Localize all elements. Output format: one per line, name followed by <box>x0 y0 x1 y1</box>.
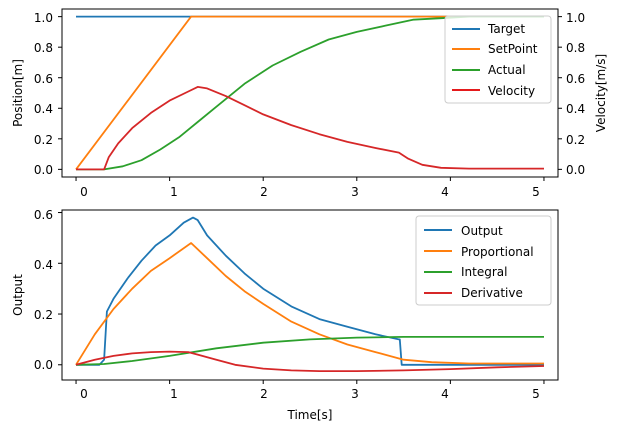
y2tick-label: 0.0 <box>566 163 585 177</box>
legend-frame <box>444 15 552 104</box>
ytick-label: 0.4 <box>34 102 53 116</box>
x-axis-label: Time[s] <box>287 408 333 422</box>
legend-label: SetPoint <box>488 42 538 56</box>
y2tick-label: 0.6 <box>566 72 585 86</box>
y2tick-label: 0.2 <box>566 133 585 147</box>
xtick-label: 0 <box>80 387 88 401</box>
ytick-label: 0.0 <box>34 358 53 372</box>
ytick-label: 0.4 <box>34 258 53 272</box>
xtick-label: 4 <box>441 185 449 199</box>
axes-frame <box>61 8 559 178</box>
ytick-label: 0.2 <box>34 133 53 147</box>
ytick-label: 0.6 <box>34 208 53 222</box>
position-velocity-panel: 0 1 2 3 4 5 0.0 0.2 0.4 0.6 0.8 1.0 0.0 … <box>11 8 608 199</box>
xtick-label: 3 <box>351 185 359 199</box>
ytick-label: 0.8 <box>34 41 53 55</box>
y2tick-label: 0.8 <box>566 41 585 55</box>
legend-frame <box>415 215 552 306</box>
series-line-integral <box>75 335 544 366</box>
xtick-label: 2 <box>260 185 268 199</box>
legend-label: Proportional <box>461 245 534 259</box>
y-axis-label: Output <box>11 274 25 316</box>
xtick-label: 1 <box>170 185 178 199</box>
xtick-label: 2 <box>260 387 268 401</box>
legend: Output Proportional Integral Derivative <box>415 215 552 306</box>
y2tick-label: 1.0 <box>566 11 585 25</box>
xtick-label: 3 <box>351 387 359 401</box>
legend-label: Output <box>461 224 503 238</box>
series-line-actual <box>76 15 544 171</box>
y-axis-label: Position[m] <box>11 59 25 127</box>
legend-label: Derivative <box>461 286 523 300</box>
plot-lines <box>75 216 545 373</box>
controller-output-panel: 0 1 2 3 4 5 0.0 0.2 0.4 0.6 Output Time[… <box>11 208 559 422</box>
series-line-output <box>76 216 544 366</box>
xtick-label: 1 <box>170 387 178 401</box>
series-line-velocity <box>76 86 544 171</box>
axes-frame <box>61 209 559 381</box>
legend-label: Integral <box>461 265 507 279</box>
y2-axis-label: Velocity[m/s] <box>594 54 608 132</box>
xtick-label: 0 <box>80 185 88 199</box>
y2tick-label: 0.4 <box>566 102 585 116</box>
xtick-label: 5 <box>532 387 540 401</box>
legend-label: Target <box>487 22 525 36</box>
legend-label: Velocity <box>488 84 535 98</box>
series-line-derivative <box>75 350 545 373</box>
xtick-label: 4 <box>441 387 449 401</box>
series-line-setpoint <box>75 15 544 170</box>
ytick-label: 0.6 <box>34 72 53 86</box>
tick-marks <box>58 16 562 181</box>
legend: Target SetPoint Actual Velocity <box>444 15 552 104</box>
ytick-label: 0.2 <box>34 308 53 322</box>
ytick-label: 1.0 <box>34 11 53 25</box>
series-line-proportional <box>75 242 544 366</box>
legend-label: Actual <box>488 63 526 77</box>
xtick-label: 5 <box>532 185 540 199</box>
ytick-label: 0.0 <box>34 163 53 177</box>
tick-marks <box>58 212 545 384</box>
